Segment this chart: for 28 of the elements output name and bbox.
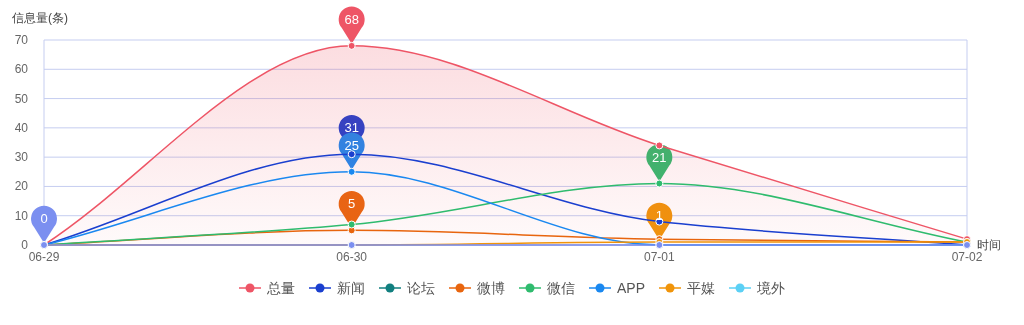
y-tick-label: 30 [14,150,29,165]
data-label: 0 [40,211,48,226]
legend-label: 境外 [756,280,786,296]
x-tick-label: 06-29 [28,250,60,264]
y-tick-label: 0 [21,238,29,252]
data-label: 31 [344,120,359,136]
data-label: 21 [652,149,667,165]
x-tick-label: 06-30 [336,250,368,264]
x-axis-title: 时间 [977,238,1001,252]
y-tick-label: 10 [14,208,29,223]
data-label: 25 [344,137,359,153]
legend-label: 新闻 [336,280,365,296]
data-label: 68 [344,11,359,27]
y-tick-label: 20 [14,179,29,194]
x-tick-label: 07-02 [951,250,983,264]
y-tick-label: 60 [14,62,29,77]
legend-label: 微博 [476,280,505,296]
y-tick-label: 50 [14,91,29,106]
x-tick-label: 07-01 [643,250,675,264]
y-tick-label: 40 [14,120,29,135]
data-label: 5 [348,196,356,212]
y-tick-label: 70 [14,33,29,47]
legend-label: 平媒 [687,280,716,296]
y-axis-title: 信息量(条) [12,11,68,25]
legend-label: 总量 [265,280,295,296]
legend-label: APP [616,280,646,296]
legend-label: 微信 [546,280,575,296]
legend-label: 论坛 [406,280,435,296]
